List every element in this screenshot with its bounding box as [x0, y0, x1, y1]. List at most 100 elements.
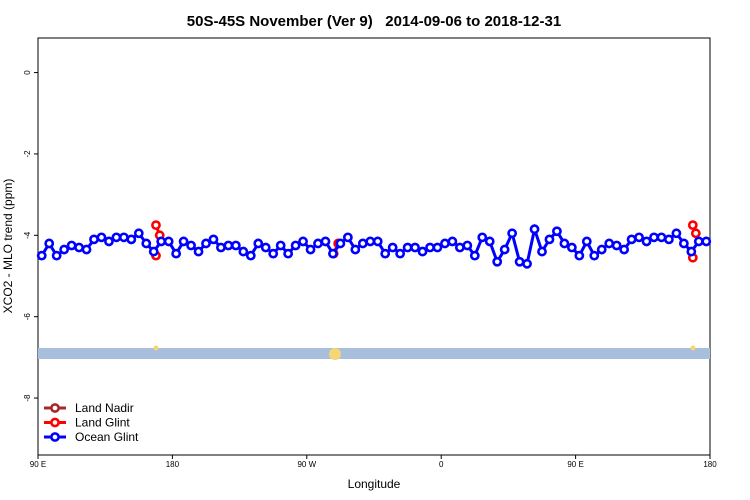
point: [51, 250, 62, 261]
point: [596, 244, 607, 255]
point: [566, 242, 577, 253]
point: [529, 224, 540, 235]
point: [342, 232, 353, 243]
legend-marker: [50, 432, 60, 442]
point: [44, 238, 55, 249]
point: [238, 246, 249, 257]
point: [320, 236, 331, 247]
point: [89, 234, 99, 245]
point: [111, 232, 122, 243]
legend-label: Ocean Glint: [75, 430, 139, 444]
point: [283, 248, 294, 259]
y-tick-label: -6: [23, 313, 32, 321]
plot: [36, 220, 712, 269]
legend-marker: [50, 417, 60, 428]
point: [462, 240, 473, 251]
status-dot: [690, 345, 696, 351]
point: [96, 232, 107, 243]
point: [522, 258, 532, 269]
point: [253, 238, 264, 249]
point: [514, 256, 525, 267]
point: [372, 236, 383, 247]
point: [447, 236, 458, 247]
point: [492, 256, 503, 267]
y-tick-label: -2: [23, 150, 32, 158]
point: [690, 228, 701, 239]
point: [186, 240, 196, 251]
point: [201, 238, 211, 249]
point: [387, 242, 398, 253]
point: [544, 234, 555, 245]
point: [350, 244, 361, 255]
x-tick-label: 90 W: [297, 460, 316, 469]
point: [604, 238, 615, 249]
status-band: [38, 348, 710, 359]
point: [290, 240, 301, 251]
x-tick-label: 180: [703, 460, 717, 469]
point: [626, 234, 637, 245]
y-axis-label: XCO2 - MLO trend (ppm): [1, 179, 15, 314]
point: [305, 244, 316, 255]
x-tick-label: 180: [166, 460, 180, 469]
point: [151, 220, 161, 231]
point: [380, 248, 391, 259]
point: [537, 246, 547, 257]
plot-frame: [37, 37, 711, 456]
y-tick-label: 0: [23, 70, 32, 75]
point: [656, 232, 667, 243]
point: [410, 242, 420, 253]
point: [619, 244, 630, 255]
point: [484, 236, 495, 247]
point: [701, 236, 712, 247]
point: [611, 240, 622, 251]
point: [552, 226, 562, 237]
point: [298, 236, 308, 247]
point: [425, 242, 435, 253]
point: [649, 232, 659, 243]
point: [687, 220, 698, 231]
y-tick-label: -4: [23, 231, 32, 239]
point: [133, 228, 144, 239]
point: [559, 238, 570, 249]
point: [275, 240, 286, 251]
point: [163, 236, 174, 247]
point: [686, 246, 697, 257]
point: [432, 242, 443, 253]
x-tick-label: 90 E: [567, 460, 583, 469]
point: [395, 248, 406, 259]
point: [469, 250, 480, 261]
x-axis-label: Longitude: [348, 477, 401, 491]
point: [260, 242, 271, 253]
point: [193, 246, 204, 257]
point: [589, 250, 600, 261]
point: [440, 238, 450, 249]
point: [74, 242, 84, 253]
point: [365, 236, 376, 247]
point: [357, 238, 368, 249]
point: [216, 242, 226, 253]
point: [328, 248, 338, 259]
point: [454, 242, 465, 253]
x-tick-label: 90 E: [30, 460, 46, 469]
x-tick-label: 0: [439, 460, 444, 469]
point: [693, 236, 704, 247]
point: [402, 242, 413, 253]
point: [477, 232, 488, 243]
point: [104, 236, 114, 247]
point: [59, 244, 70, 255]
point: [36, 250, 47, 261]
point: [313, 238, 323, 249]
status-dot: [329, 348, 341, 360]
chart-title: 50S-45S November (Ver 9) 2014-09-06 to 2…: [187, 13, 561, 30]
point: [118, 232, 129, 243]
y-tick-label: -8: [23, 394, 32, 402]
point: [208, 234, 219, 245]
point: [156, 236, 167, 247]
point: [499, 244, 510, 255]
point: [148, 246, 159, 257]
point: [81, 244, 92, 255]
point: [230, 240, 241, 251]
point: [178, 236, 189, 247]
legend-label: Land Glint: [75, 416, 130, 430]
